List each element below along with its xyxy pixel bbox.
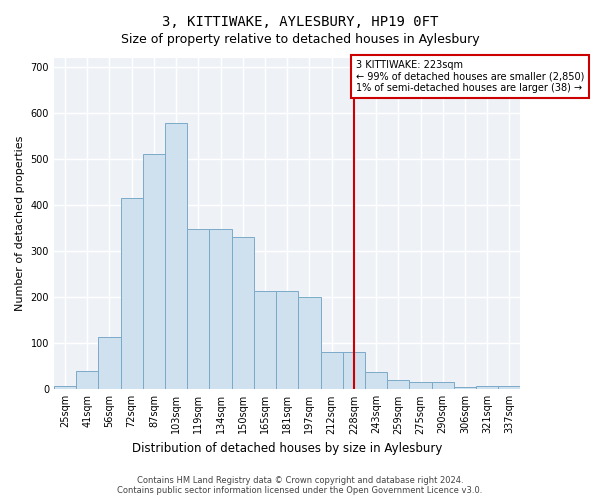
Bar [209, 230, 232, 390]
Bar [187, 230, 209, 390]
Y-axis label: Number of detached properties: Number of detached properties [15, 136, 25, 311]
Bar [454, 387, 476, 390]
Bar [387, 380, 409, 390]
X-axis label: Distribution of detached houses by size in Aylesbury: Distribution of detached houses by size … [132, 442, 442, 455]
Bar [343, 352, 365, 390]
Bar [276, 291, 298, 390]
Bar [143, 154, 165, 390]
Text: 3, KITTIWAKE, AYLESBURY, HP19 0FT: 3, KITTIWAKE, AYLESBURY, HP19 0FT [162, 15, 438, 29]
Bar [431, 382, 454, 390]
Bar [254, 291, 276, 390]
Bar [476, 386, 498, 390]
Text: Size of property relative to detached houses in Aylesbury: Size of property relative to detached ho… [121, 32, 479, 46]
Bar [54, 386, 76, 390]
Bar [298, 297, 320, 390]
Text: 3 KITTIWAKE: 223sqm
← 99% of detached houses are smaller (2,850)
1% of semi-deta: 3 KITTIWAKE: 223sqm ← 99% of detached ho… [356, 60, 584, 93]
Bar [232, 237, 254, 390]
Bar [98, 337, 121, 390]
Bar [121, 198, 143, 390]
Bar [409, 382, 431, 390]
Bar [165, 123, 187, 390]
Text: Contains HM Land Registry data © Crown copyright and database right 2024.
Contai: Contains HM Land Registry data © Crown c… [118, 476, 482, 495]
Bar [320, 352, 343, 390]
Bar [76, 371, 98, 390]
Bar [365, 372, 387, 390]
Bar [498, 386, 520, 390]
